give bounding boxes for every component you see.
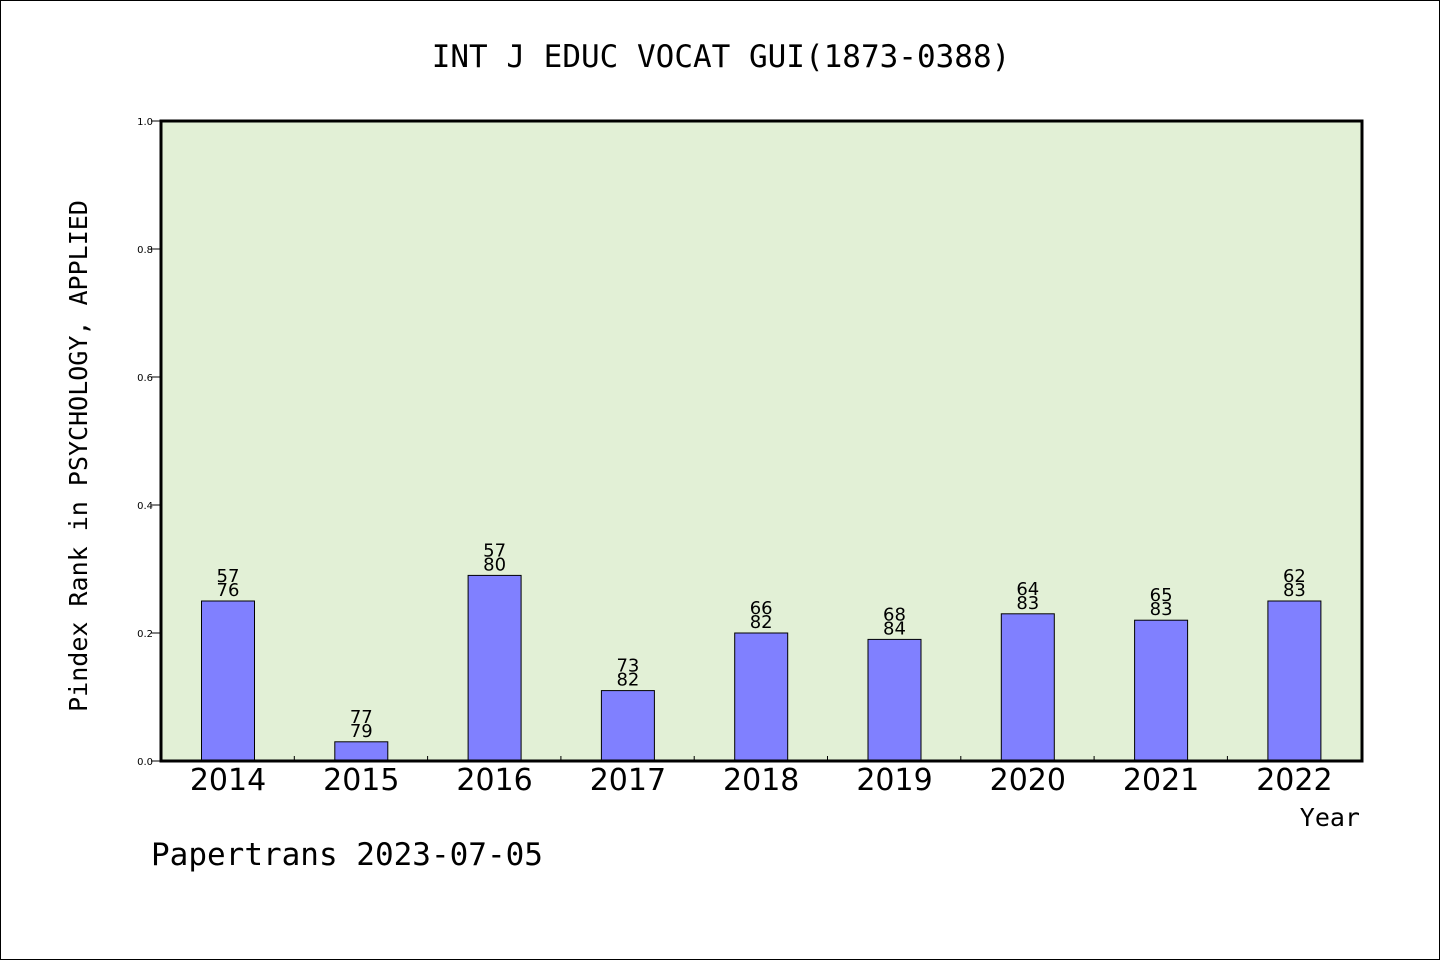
footer-credit: Papertrans 2023-07-05 bbox=[151, 837, 543, 873]
bar-label-top-2019: 68 bbox=[883, 604, 906, 625]
x-tick-label-2022: 2022 bbox=[1256, 763, 1332, 798]
bar-label-top-2017: 73 bbox=[616, 656, 639, 677]
bar-label-bottom-2019: 84 bbox=[883, 618, 906, 639]
bar-label-top-2018: 66 bbox=[750, 598, 773, 619]
bar-label-bottom-2017: 82 bbox=[616, 670, 639, 691]
x-tick-label-2016: 2016 bbox=[456, 763, 532, 798]
bar-label-bottom-2020: 83 bbox=[1016, 593, 1039, 614]
bar-2021 bbox=[1134, 619, 1189, 762]
plot-border bbox=[159, 119, 1364, 763]
bar-2022 bbox=[1267, 600, 1322, 762]
x-tick-label-2018: 2018 bbox=[723, 763, 799, 798]
bar-2019 bbox=[867, 638, 922, 762]
bar-label-top-2016: 57 bbox=[483, 540, 506, 561]
x-tick-label-2015: 2015 bbox=[323, 763, 399, 798]
bar-2016 bbox=[467, 574, 522, 762]
bar-label-bottom-2018: 82 bbox=[750, 612, 773, 633]
bar-label-top-2022: 62 bbox=[1283, 566, 1306, 587]
y-tick-label-0.6: 0.6 bbox=[137, 373, 153, 384]
bar-label-bottom-2015: 79 bbox=[350, 721, 373, 742]
bar-2020 bbox=[1000, 613, 1055, 762]
bar-2014 bbox=[201, 600, 255, 762]
bar-label-bottom-2016: 80 bbox=[483, 554, 506, 575]
bar-2018 bbox=[734, 632, 789, 762]
x-tick-label-2021: 2021 bbox=[1123, 763, 1199, 798]
y-tick-label-0.4: 0.4 bbox=[137, 501, 153, 512]
x-axis-label: Year bbox=[1300, 803, 1360, 832]
y-tick-label-0.0: 0.0 bbox=[137, 757, 153, 768]
bar-label-top-2021: 65 bbox=[1150, 585, 1173, 606]
bar-label-top-2020: 64 bbox=[1016, 579, 1039, 600]
y-tick-label-1.0: 1.0 bbox=[137, 117, 153, 128]
x-tick-label-2020: 2020 bbox=[990, 763, 1066, 798]
bar-label-bottom-2014: 76 bbox=[217, 580, 240, 601]
bar-label-bottom-2022: 83 bbox=[1283, 580, 1306, 601]
y-tick-label-0.2: 0.2 bbox=[137, 629, 153, 640]
x-tick-label-2019: 2019 bbox=[856, 763, 932, 798]
x-tick-label-2014: 2014 bbox=[190, 763, 266, 798]
bar-2017 bbox=[600, 690, 655, 762]
x-tick-label-2017: 2017 bbox=[590, 763, 666, 798]
chart-title: INT J EDUC VOCAT GUI(1873-0388) bbox=[432, 39, 1011, 75]
bar-2015 bbox=[334, 741, 389, 762]
bar-label-top-2015: 77 bbox=[350, 707, 373, 728]
y-axis-label: Pindex Rank in PSYCHOLOGY, APPLIED bbox=[64, 200, 93, 712]
bar-label-bottom-2021: 83 bbox=[1150, 599, 1173, 620]
y-tick-label-0.8: 0.8 bbox=[137, 245, 153, 256]
bar-label-top-2014: 57 bbox=[217, 566, 240, 587]
